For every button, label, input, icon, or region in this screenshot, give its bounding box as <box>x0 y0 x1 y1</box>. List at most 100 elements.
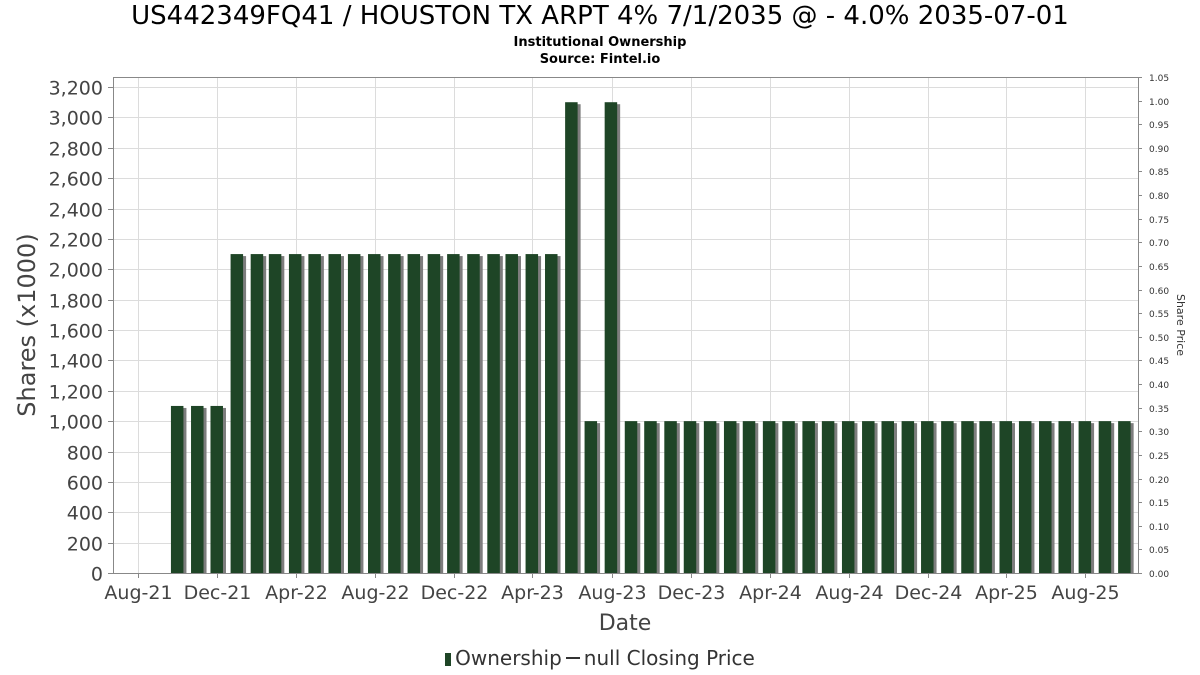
ownership-bar <box>1018 421 1032 573</box>
ownership-bar <box>505 254 518 574</box>
y-tick-label: 1,000 <box>49 412 103 434</box>
bars-group <box>170 102 1134 574</box>
y2-tick-label: 0.55 <box>1149 310 1169 320</box>
y2-tick-label: 0.95 <box>1149 121 1169 131</box>
y2-tick-label: 0.60 <box>1149 287 1169 297</box>
x-tick-label: Aug-25 <box>1051 582 1119 604</box>
ownership-bar <box>250 254 264 574</box>
y-tick-label: 0 <box>91 564 103 586</box>
legend-price-label: null Closing Price <box>583 646 755 670</box>
ownership-bar <box>368 254 381 574</box>
ownership-bar <box>703 421 717 573</box>
ownership-bar <box>762 421 776 573</box>
x-tick-label: Dec-22 <box>421 582 489 604</box>
ownership-bar <box>604 102 618 573</box>
ownership-bar <box>802 421 815 573</box>
x-tick-label: Apr-23 <box>501 582 564 604</box>
x-axis-label: Date <box>599 611 652 636</box>
ownership-bar <box>1118 421 1131 573</box>
ownership-bar <box>624 421 638 573</box>
y2-tick-label: 0.40 <box>1149 381 1169 391</box>
y2-tick-label: 0.35 <box>1149 405 1169 415</box>
y-tick-label: 2,400 <box>49 200 103 222</box>
ownership-bar <box>1098 421 1112 573</box>
y-tick-label: 3,200 <box>49 78 103 100</box>
ownership-bar <box>1058 421 1071 573</box>
ownership-bar <box>565 102 578 573</box>
y-tick-label: 400 <box>67 503 103 525</box>
legend-ownership-label: Ownership <box>455 646 562 670</box>
y2-tick-label: 0.50 <box>1149 334 1169 344</box>
ownership-bar <box>881 421 894 573</box>
ownership-bar <box>941 421 954 573</box>
ownership-bar <box>862 421 875 573</box>
y2-tick-label: 1.05 <box>1149 74 1169 84</box>
y2-axis: 0.00 0.05 0.10 0.15 0.20 0.25 0.30 0.35 0.40 0.45… <box>1138 74 1169 580</box>
ownership-bar <box>447 254 460 574</box>
ownership-bar <box>308 254 321 574</box>
ownership-bar <box>268 254 282 574</box>
y2-axis-label: Share Price <box>1174 294 1187 356</box>
ownership-bar <box>584 421 598 573</box>
ownership-bar <box>961 421 974 573</box>
legend: Ownership null Closing Price <box>0 646 1200 670</box>
ownership-bar <box>742 421 756 573</box>
x-tick-label: Apr-22 <box>265 582 328 604</box>
y2-tick-label: 0.00 <box>1149 570 1169 580</box>
ownership-bar <box>644 421 657 573</box>
ownership-bar <box>407 254 421 574</box>
x-tick-label: Apr-25 <box>975 582 1038 604</box>
y-tick-label: 2,600 <box>49 169 103 191</box>
y-axis: 0 200 400 600 800 1,000 1,200 1,400 1,600 1,800 2,… <box>49 78 113 586</box>
ownership-bar <box>782 421 795 573</box>
ownership-bar <box>664 421 677 573</box>
y2-tick-label: 0.25 <box>1149 452 1169 462</box>
x-tick-label: Dec-24 <box>895 582 963 604</box>
y2-tick-label: 0.85 <box>1149 168 1169 178</box>
x-tick-label: Aug-23 <box>578 582 646 604</box>
ownership-bar <box>328 254 341 574</box>
ownership-legend-swatch <box>445 653 452 666</box>
y2-tick-label: 1.00 <box>1149 98 1169 108</box>
ownership-bar <box>821 421 835 573</box>
ownership-bar <box>1078 421 1092 573</box>
ownership-bar <box>683 421 697 573</box>
ownership-bar <box>999 421 1012 573</box>
y2-tick-label: 0.05 <box>1149 546 1169 556</box>
ownership-bar <box>388 254 401 574</box>
chart-title: US442349FQ41 / HOUSTON TX ARPT 4% 7/1/20… <box>131 1 1069 31</box>
y2-tick-label: 0.30 <box>1149 428 1169 438</box>
x-tick-label: Aug-22 <box>341 582 409 604</box>
y2-tick-label: 0.80 <box>1149 192 1169 202</box>
ownership-bar <box>525 254 539 574</box>
ownership-bar <box>901 421 915 573</box>
y2-tick-label: 0.10 <box>1149 523 1169 533</box>
ownership-bar <box>347 254 361 574</box>
x-tick-label: Aug-24 <box>815 582 883 604</box>
x-tick-label: Dec-21 <box>184 582 252 604</box>
x-tick-label: Dec-23 <box>658 582 726 604</box>
price-legend-line <box>565 657 580 659</box>
y-tick-label: 3,000 <box>49 108 103 130</box>
y-axis-label: Shares (x1000) <box>13 233 41 416</box>
ownership-bar <box>545 254 558 574</box>
x-tick-label: Apr-24 <box>739 582 802 604</box>
y-tick-label: 2,000 <box>49 260 103 282</box>
y2-tick-label: 0.45 <box>1149 357 1169 367</box>
ownership-bar <box>427 254 441 574</box>
y-tick-label: 1,800 <box>49 291 103 313</box>
y2-tick-label: 0.65 <box>1149 263 1169 273</box>
y-tick-label: 800 <box>67 443 103 465</box>
ownership-bar <box>979 421 992 573</box>
x-tick-label: Aug-21 <box>104 582 172 604</box>
ownership-bar <box>723 421 737 573</box>
ownership-bar <box>487 254 500 574</box>
ownership-bar <box>191 405 204 573</box>
chart-source: Source: Fintel.io <box>539 52 661 67</box>
plot-frame <box>113 77 1139 574</box>
y-tick-label: 200 <box>67 534 103 556</box>
chart-subtitle: Institutional Ownership <box>513 35 687 50</box>
ownership-bar <box>467 254 480 574</box>
y2-tick-label: 0.75 <box>1149 216 1169 226</box>
